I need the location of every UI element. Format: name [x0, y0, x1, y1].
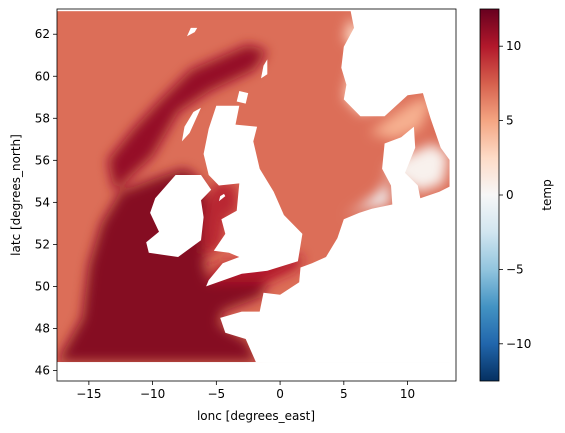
- no-data-top: [57, 9, 456, 12]
- y-tick-label: 52: [35, 237, 50, 251]
- x-axis-label: lonc [degrees_east]: [197, 409, 315, 423]
- y-tick-label: 58: [35, 111, 50, 125]
- land-scandinavia: [341, 9, 456, 169]
- field-region-irish-sea: [202, 181, 240, 255]
- colorbar-ticks: −10 −5 0 5 10: [499, 39, 531, 351]
- y-axis-label: latc [degrees_north]: [9, 134, 23, 256]
- y-tick-label: 48: [35, 321, 50, 335]
- colorbar-tick-label: −5: [506, 262, 524, 276]
- axes-frame: [56, 8, 457, 382]
- y-axis-ticks: 46 48 50 52 54 56 58 60 62: [35, 27, 57, 377]
- y-tick-label: 54: [35, 195, 50, 209]
- x-tick-label: 5: [340, 387, 348, 401]
- colorbar-tick-label: 0: [506, 188, 514, 202]
- y-tick-label: 46: [35, 363, 50, 377]
- land-outer-hebrides: [181, 107, 201, 142]
- field-region-skagerrak: [369, 97, 434, 140]
- y-tick-label: 50: [35, 279, 50, 293]
- land-isle-of-man: [218, 193, 226, 202]
- colorbar-label: temp: [540, 179, 554, 210]
- no-data-right: [449, 9, 456, 381]
- land-mask: [57, 9, 456, 381]
- colorbar-tick-label: −10: [506, 337, 531, 351]
- y-tick-label: 60: [35, 69, 50, 83]
- land-continent: [220, 126, 456, 363]
- field-region-shelf-edge-west: [108, 44, 268, 192]
- x-axis-ticks: −15 −10 −5 0 5 10: [76, 381, 415, 401]
- land-ireland: [146, 175, 212, 257]
- colorbar-tick-label: 10: [506, 39, 521, 53]
- x-tick-label: −5: [207, 387, 225, 401]
- field-region-southwest-shelf: [57, 168, 268, 363]
- colorbar-tick-label: 5: [506, 114, 514, 128]
- y-tick-label: 56: [35, 153, 50, 167]
- x-tick-label: 0: [276, 387, 284, 401]
- x-tick-label: 10: [400, 387, 415, 401]
- land-faroe-islands: [187, 27, 198, 37]
- field-region-wadden-coast: [343, 177, 390, 218]
- x-tick-label: −15: [76, 387, 101, 401]
- plot-area: −15 −10 −5 0 5 10 46 48 50 52 54 56 58 60 62 lonc [de…: [9, 8, 457, 423]
- land-shetland: [261, 59, 268, 79]
- y-tick-label: 62: [35, 27, 50, 41]
- land-great-britain: [203, 105, 303, 287]
- colorbar: −10 −5 0 5 10 temp: [479, 8, 554, 382]
- x-tick-label: −10: [140, 387, 165, 401]
- colorbar-gradient: [480, 9, 499, 381]
- no-data-bottom: [57, 362, 456, 381]
- land-orkney: [236, 91, 249, 104]
